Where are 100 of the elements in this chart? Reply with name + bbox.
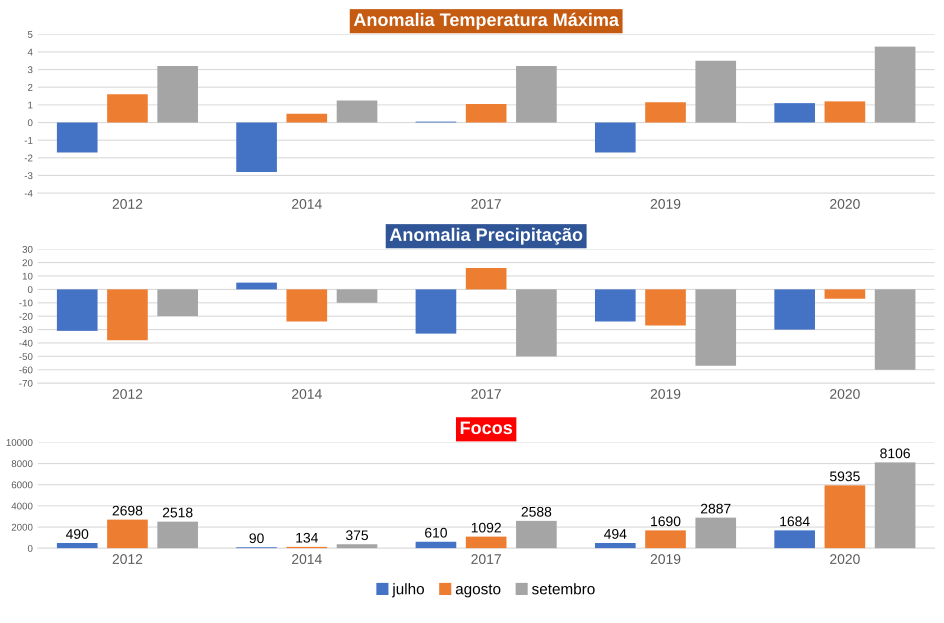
x-tick-label: 2014: [292, 199, 322, 209]
legend-label: agosto: [456, 584, 500, 598]
y-tick-label: -20: [19, 312, 33, 320]
bar: [645, 102, 686, 123]
bar: [236, 122, 277, 172]
data-label: 2588: [522, 506, 552, 517]
legend-label: setembro: [532, 583, 595, 594]
bar: [774, 103, 815, 123]
data-label: 1092: [472, 522, 501, 533]
data-label: 1684: [780, 516, 810, 526]
bar: [56, 289, 98, 331]
bar: [695, 518, 736, 548]
bar: [594, 543, 636, 548]
data-label: 375: [346, 530, 368, 540]
data-label: 2518: [162, 508, 193, 518]
bar: [336, 289, 378, 303]
bar: [466, 104, 506, 123]
bar: [824, 485, 866, 548]
bar: [416, 289, 456, 334]
y-tick-label: 8000: [12, 460, 33, 468]
y-tick-label: 3: [28, 66, 32, 74]
x-tick-label: 2019: [650, 554, 680, 564]
bar: [56, 543, 98, 548]
bar: [466, 536, 506, 548]
y-tick-label: 2: [28, 84, 32, 91]
x-tick-label: 2020: [830, 199, 860, 209]
x-tick-label: 2017: [471, 199, 501, 209]
bar: [336, 100, 378, 123]
legend-label: julho: [392, 583, 424, 598]
bar: [645, 530, 686, 548]
bar: [695, 60, 736, 123]
x-tick-label: 2012: [112, 389, 142, 399]
bar: [874, 462, 916, 548]
data-label: 2887: [700, 504, 730, 514]
y-tick-label: -2: [24, 154, 32, 162]
chart-title: Focos: [460, 422, 512, 434]
y-tick-label: 5: [28, 31, 32, 38]
bar: [157, 66, 198, 123]
y-tick-label: 10000: [6, 439, 33, 446]
x-tick-label: 2019: [650, 199, 680, 209]
bar: [645, 289, 686, 326]
y-tick-label: -40: [19, 340, 33, 347]
x-tick-label: 2019: [650, 389, 680, 399]
y-tick-label: -70: [19, 380, 33, 387]
x-tick-label: 2017: [471, 554, 501, 564]
bar: [516, 66, 557, 123]
chart-title: Anomalia Precipitação: [390, 228, 582, 245]
y-tick-label: 0: [28, 286, 33, 293]
data-label: 494: [604, 529, 626, 539]
y-tick-label: -4: [24, 190, 33, 197]
y-tick-label: -10: [19, 300, 33, 306]
bar: [824, 289, 866, 299]
bar: [286, 114, 328, 123]
bar: [286, 289, 328, 322]
bar: [874, 46, 916, 123]
bar: [56, 122, 98, 153]
data-label: 1690: [651, 516, 680, 526]
x-tick-label: 2020: [830, 554, 860, 564]
y-tick-label: -1: [24, 137, 32, 144]
y-tick-label: 0: [28, 544, 33, 552]
y-tick-label: -50: [19, 353, 33, 360]
x-tick-label: 2014: [292, 554, 322, 564]
data-label: 610: [425, 528, 447, 538]
y-tick-label: 0: [28, 119, 33, 126]
y-tick-label: 10: [22, 272, 33, 280]
bar: [157, 522, 198, 548]
bar: [695, 289, 736, 366]
data-label: 134: [296, 532, 318, 543]
y-tick-label: 20: [22, 259, 33, 266]
data-label: 90: [250, 533, 264, 544]
y-tick-label: 4: [28, 48, 33, 56]
bar: [774, 289, 815, 330]
data-label: 5935: [830, 471, 860, 482]
x-tick-label: 2012: [112, 554, 142, 564]
x-tick-label: 2020: [830, 389, 860, 399]
y-tick-label: 6000: [12, 481, 33, 488]
y-tick-label: 30: [22, 246, 33, 253]
bar: [416, 542, 456, 548]
data-label: 2698: [112, 506, 142, 516]
x-tick-label: 2017: [471, 389, 501, 399]
bar: [107, 94, 148, 123]
bar: [236, 282, 277, 290]
x-tick-label: 2012: [112, 199, 142, 209]
bar: [774, 530, 815, 548]
bar: [107, 289, 148, 340]
chart-title: Anomalia Temperatura Máxima: [354, 12, 620, 30]
bar: [516, 289, 557, 356]
data-label: 490: [66, 529, 88, 539]
bar: [157, 289, 198, 316]
bar: [107, 520, 148, 548]
bar: [594, 122, 636, 153]
y-tick-label: 4000: [11, 502, 33, 510]
y-tick-label: 2000: [12, 524, 33, 531]
bar: [874, 289, 916, 370]
bar: [516, 520, 557, 548]
y-tick-label: -30: [19, 326, 33, 334]
bar: [466, 268, 506, 290]
y-tick-label: 1: [28, 102, 32, 108]
x-tick-label: 2014: [292, 389, 322, 399]
y-tick-label: -3: [24, 172, 32, 180]
